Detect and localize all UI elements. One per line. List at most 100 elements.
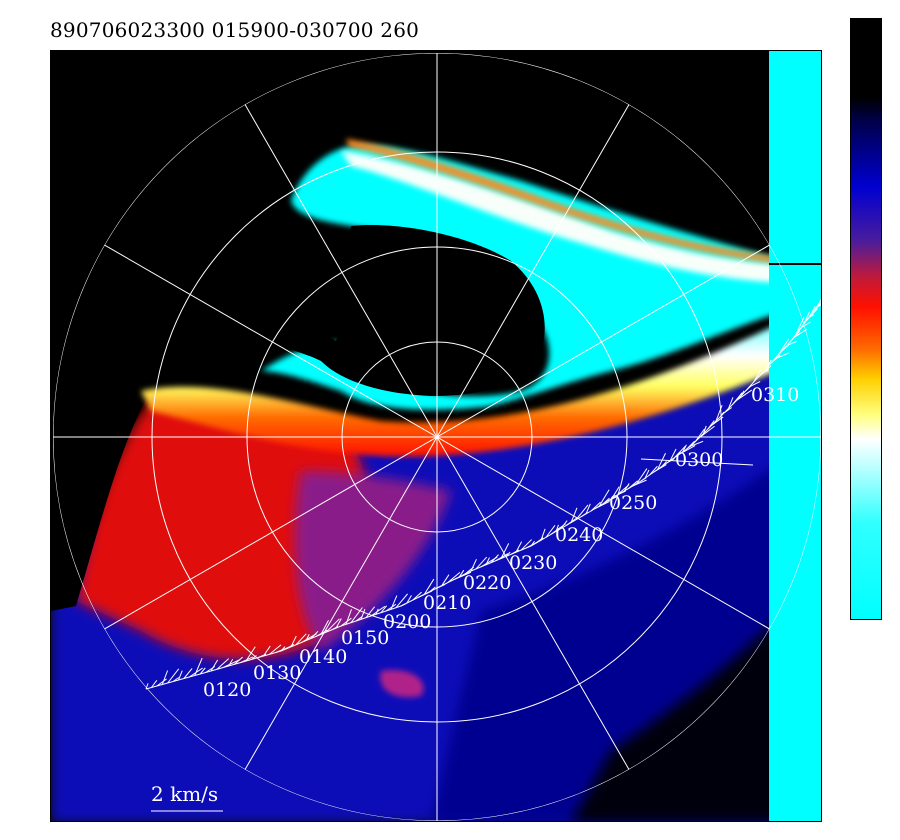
wind-barb bbox=[607, 495, 618, 502]
wind-barb bbox=[749, 381, 761, 388]
wind-barb bbox=[216, 658, 230, 670]
time-label: 0300 bbox=[675, 449, 723, 471]
wind-barb bbox=[678, 445, 696, 456]
wind-barb bbox=[778, 338, 790, 356]
field-dark-edge bbox=[572, 573, 821, 821]
wind-barb bbox=[694, 428, 705, 443]
wind-barb bbox=[365, 606, 376, 618]
wind-barb bbox=[418, 590, 433, 598]
wind-barb bbox=[603, 497, 610, 504]
wind-barb bbox=[280, 646, 286, 652]
wind-barb bbox=[370, 605, 386, 617]
wind-barb bbox=[707, 420, 715, 430]
wind-barb bbox=[598, 489, 610, 507]
time-label: 0310 bbox=[751, 384, 799, 406]
wind-barb bbox=[632, 479, 647, 487]
time-label: 0240 bbox=[555, 524, 603, 546]
plot-header: 890706023300 015900-030700 260 bbox=[50, 18, 420, 42]
time-label: 0120 bbox=[203, 679, 251, 701]
wind-barb bbox=[686, 440, 695, 450]
field-red-region bbox=[76, 398, 368, 660]
wind-barb bbox=[805, 308, 818, 322]
wind-barb bbox=[724, 407, 732, 414]
wind-barb bbox=[560, 520, 568, 529]
wind-barb bbox=[194, 657, 203, 676]
wind-barb bbox=[782, 344, 790, 351]
field-orange-rim bbox=[346, 139, 821, 267]
grid-spoke bbox=[226, 73, 648, 801]
time-label: 0200 bbox=[383, 611, 431, 633]
wind-barb bbox=[458, 569, 465, 578]
wind-barb bbox=[385, 603, 397, 612]
field-right-strip bbox=[769, 51, 821, 821]
wind-barb bbox=[665, 458, 675, 464]
wind-barb bbox=[345, 609, 352, 625]
balloon-track bbox=[145, 298, 821, 690]
wind-barb bbox=[793, 328, 808, 339]
wind-barb bbox=[167, 668, 180, 684]
wind-barb bbox=[786, 340, 798, 347]
scale-indicator: 2 km/s bbox=[151, 782, 223, 812]
wind-barb bbox=[740, 390, 745, 397]
scale-label: 2 km/s bbox=[151, 782, 218, 806]
wind-barb bbox=[623, 483, 630, 492]
wind-barb bbox=[653, 464, 667, 473]
track-tick bbox=[640, 458, 754, 466]
wind-barb bbox=[594, 501, 610, 509]
wind-barb bbox=[703, 425, 707, 434]
wind-barb bbox=[412, 591, 422, 601]
wind-barb bbox=[728, 397, 734, 409]
wind-barb bbox=[753, 369, 762, 383]
wind-barb bbox=[470, 559, 477, 572]
wind-barb bbox=[423, 578, 435, 595]
time-label: 0150 bbox=[341, 627, 389, 649]
wind-barb bbox=[285, 643, 294, 650]
field-white-highlight bbox=[341, 151, 821, 284]
wind-barb bbox=[340, 617, 352, 627]
wind-barb bbox=[570, 507, 578, 523]
field-right-black-top bbox=[769, 263, 821, 265]
wind-barb bbox=[210, 659, 219, 672]
wind-barb bbox=[269, 644, 282, 655]
wind-barb bbox=[711, 416, 724, 426]
wind-barb bbox=[151, 680, 158, 688]
wind-barb bbox=[251, 655, 257, 660]
wind-barb bbox=[490, 554, 499, 564]
field-inner-void bbox=[281, 225, 545, 396]
wind-barb bbox=[795, 316, 805, 335]
wind-barb bbox=[145, 683, 149, 690]
wind-barb bbox=[441, 574, 450, 586]
wind-barb bbox=[350, 607, 363, 623]
wind-barb bbox=[305, 634, 310, 641]
wind-barb bbox=[682, 444, 687, 453]
wind-barb bbox=[199, 667, 206, 675]
wind-barb bbox=[619, 490, 626, 494]
wind-barb bbox=[690, 440, 704, 447]
time-label: 0230 bbox=[509, 552, 557, 574]
wind-barb bbox=[447, 571, 461, 584]
wind-barb bbox=[245, 646, 256, 662]
wind-barb bbox=[640, 477, 647, 482]
wind-barb bbox=[400, 602, 407, 607]
wind-barb bbox=[769, 355, 781, 365]
wind-barb bbox=[636, 468, 648, 484]
wind-barb bbox=[320, 619, 329, 635]
wind-barb bbox=[520, 539, 532, 551]
wind-barb bbox=[515, 541, 523, 553]
wind-barb bbox=[545, 524, 556, 538]
wind-barb bbox=[808, 314, 814, 319]
wind-barb bbox=[803, 311, 811, 325]
wind-barb bbox=[732, 392, 743, 405]
wind-barb bbox=[628, 480, 639, 489]
wind-barb bbox=[657, 452, 667, 470]
wind-barb bbox=[390, 595, 398, 610]
wind-barb bbox=[810, 306, 816, 315]
wind-barb bbox=[172, 677, 180, 682]
wind-barb bbox=[290, 635, 297, 648]
wind-barb bbox=[719, 411, 725, 418]
wind-barb bbox=[161, 670, 169, 685]
wind-barb bbox=[505, 551, 511, 557]
wind-barb bbox=[406, 595, 412, 604]
wind-barb bbox=[485, 557, 490, 565]
wind-barb bbox=[222, 659, 241, 669]
